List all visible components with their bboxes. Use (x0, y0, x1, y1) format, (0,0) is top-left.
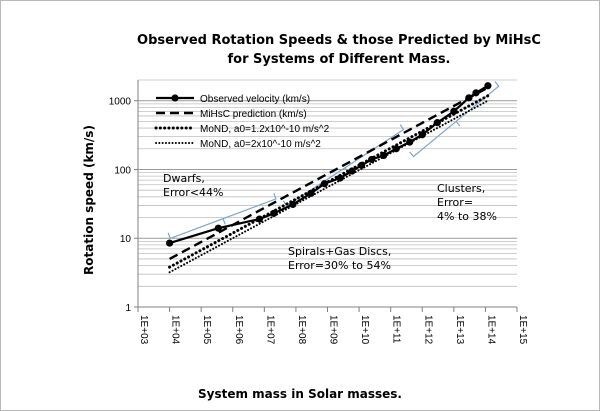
y-axis-label: Rotation speed (km/s) (82, 125, 96, 275)
y-tick-label: 10 (120, 234, 132, 245)
annotation-text-2: Clusters, (437, 182, 485, 195)
y-tick-label: 100 (114, 165, 131, 176)
x-tick-label: 1E+06 (233, 315, 244, 345)
annotation-text-2: Error= (437, 196, 473, 209)
x-tick-label: 1E+12 (422, 315, 433, 345)
annotation-text-1: Error=30% to 54% (288, 259, 391, 272)
series-line-3 (168, 99, 489, 274)
x-tick-label: 1E+13 (454, 315, 465, 345)
x-axis-label: System mass in Solar masses. (198, 387, 402, 401)
x-tick-label: 1E+15 (517, 315, 528, 345)
annotation-text-0: Dwarfs, (163, 172, 205, 185)
data-point (214, 224, 222, 232)
series-line-1 (169, 86, 489, 260)
x-tick-label: 1E+03 (138, 315, 149, 345)
annotation-text-2: 4% to 38% (437, 210, 497, 223)
x-tick-label: 1E+14 (485, 315, 496, 345)
annotation-text-0: Error<44% (163, 186, 223, 199)
series-line-2 (168, 94, 490, 269)
y-tick-labels: 1 10 100 1000 (109, 97, 138, 314)
y-tick-label: 1000 (109, 97, 132, 108)
chart-title-line2: for Systems of Different Mass. (228, 52, 451, 67)
x-tick-label: 1E+09 (328, 315, 339, 345)
bracket-clusters (409, 81, 500, 158)
x-tick-label: 1E+10 (359, 315, 370, 345)
bracket-dwarfs (167, 193, 277, 240)
data-point (472, 89, 480, 97)
x-tick-label: 1E+11 (391, 315, 402, 344)
x-tick-label: 1E+05 (201, 315, 212, 345)
legend-label-2: MoND, a0=1.2x10^-10 m/s^2 (200, 124, 330, 135)
annotation-text-1: Spirals+Gas Discs, (288, 245, 391, 258)
x-tick-label: 1E+08 (296, 315, 307, 345)
data-point (165, 239, 174, 247)
x-tick-label: 1E+04 (170, 315, 181, 345)
x-tick-labels: 1E+03 1E+04 1E+05 1E+06 1E+07 1E+08 1E+09 1E+10… (137, 307, 528, 345)
data-point (484, 82, 492, 90)
legend-label-0: Observed velocity (km/s) (200, 94, 310, 105)
data-series (165, 82, 492, 274)
y-tick-label: 1 (125, 303, 131, 314)
legend-label-3: MoND, a0=2x10^-10 m/s^2 (200, 139, 321, 150)
legend-label-1: MiHsC prediction (km/s) (200, 109, 307, 120)
bracket-markers (167, 81, 500, 240)
data-point (450, 107, 458, 115)
chart-title-line1: Observed Rotation Speeds & those Predict… (137, 33, 541, 48)
legend-marker (171, 94, 179, 102)
annotations: Dwarfs,Error<44%Spirals+Gas Discs,Error=… (163, 172, 497, 272)
x-tick-label: 1E+07 (264, 315, 275, 345)
legend: Observed velocity (km/s) MiHsC prediction… (154, 94, 330, 150)
